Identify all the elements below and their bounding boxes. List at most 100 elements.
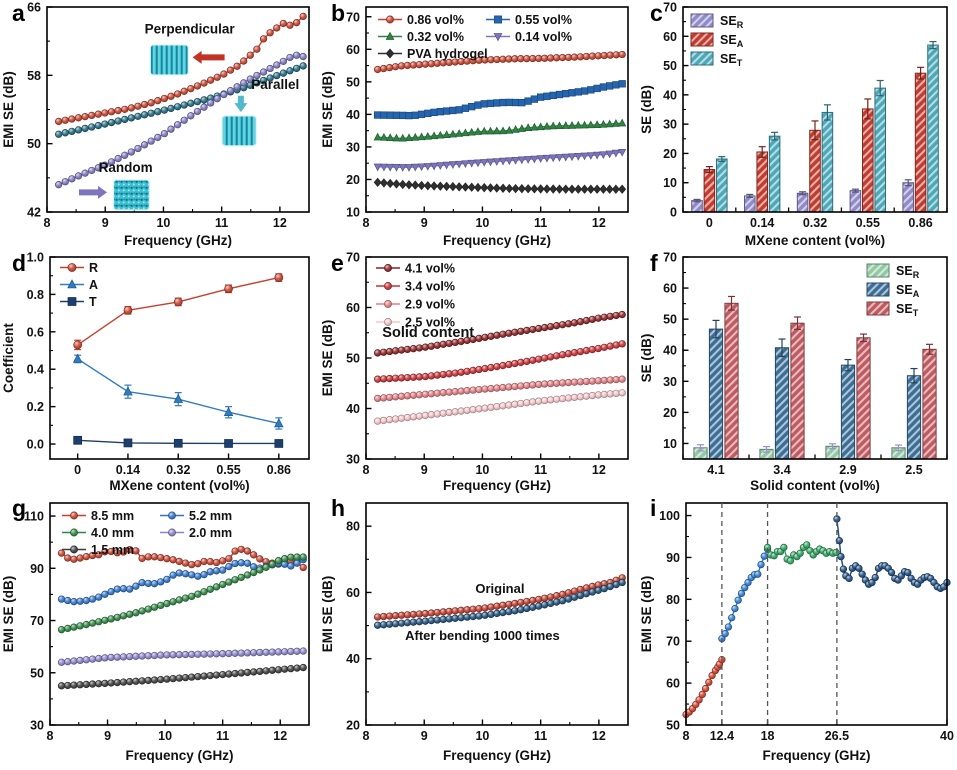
svg-text:9: 9 (102, 216, 109, 230)
svg-text:0.55: 0.55 (856, 216, 880, 230)
svg-text:12.4: 12.4 (710, 729, 734, 743)
panel-label-f: f (650, 250, 658, 276)
svg-text:Frequency (GHz): Frequency (GHz) (762, 748, 870, 763)
svg-text:EMI SE (dB): EMI SE (dB) (639, 576, 654, 653)
svg-text:0.4: 0.4 (27, 363, 44, 377)
svg-text:70: 70 (346, 251, 360, 265)
svg-text:0.32: 0.32 (803, 216, 827, 230)
svg-text:0.8: 0.8 (27, 288, 44, 302)
svg-text:SEA: SEA (896, 283, 920, 299)
svg-text:0.14 vol%: 0.14 vol% (515, 30, 572, 44)
svg-text:30: 30 (346, 453, 360, 467)
svg-text:MXene content (vol%): MXene content (vol%) (745, 233, 885, 248)
svg-text:8: 8 (363, 216, 370, 230)
svg-text:Parallel: Parallel (251, 77, 299, 92)
svg-text:8: 8 (363, 463, 370, 477)
chart-g-emi-se-thickness: 8 9 10 11 12 30 50 70 90 110 8.5 mm 5.2 mm 4.0 mm 2.0… (1, 502, 310, 763)
svg-text:0.14: 0.14 (116, 463, 140, 477)
svg-text:11: 11 (215, 216, 228, 230)
svg-text:SET: SET (896, 302, 919, 318)
svg-text:60: 60 (663, 30, 677, 44)
svg-text:60: 60 (346, 301, 360, 315)
panel-e: e 8 9 10 11 12 30 40 50 60 70 4.1 vol% 3.4 vol% 2.9 … (319, 250, 638, 495)
svg-text:50: 50 (663, 59, 677, 73)
svg-text:0.55 vol%: 0.55 vol% (515, 13, 572, 27)
svg-text:SER: SER (720, 14, 744, 30)
svg-text:30: 30 (346, 140, 360, 154)
svg-text:12: 12 (592, 729, 606, 743)
svg-text:9: 9 (421, 463, 428, 477)
panel-g: g 8 9 10 11 12 30 50 70 90 110 8.5 mm 5.2 mm 4.0 mm 2… (0, 495, 319, 765)
svg-text:20: 20 (346, 719, 360, 733)
svg-text:T: T (89, 295, 97, 309)
panel-label-b: b (331, 0, 346, 26)
svg-text:2.9: 2.9 (839, 463, 856, 477)
svg-text:0.86 vol%: 0.86 vol% (407, 13, 464, 27)
svg-text:EMI SE (dB): EMI SE (dB) (320, 71, 335, 148)
svg-text:3.4: 3.4 (773, 463, 790, 477)
svg-text:8: 8 (683, 729, 690, 743)
svg-text:Random: Random (99, 160, 153, 175)
svg-text:0.32: 0.32 (166, 463, 190, 477)
svg-text:Original: Original (475, 581, 524, 596)
panel-a: a 8 9 10 11 12 42 50 58 66 Perpendicular Parallel R… (0, 0, 319, 250)
svg-text:40: 40 (940, 729, 954, 743)
svg-text:EMI SE (dB): EMI SE (dB) (1, 71, 16, 148)
svg-text:0.55: 0.55 (216, 463, 240, 477)
svg-text:50: 50 (663, 313, 677, 327)
panel-label-c: c (650, 0, 663, 26)
chart-f-se-bars-solid-content: 4.1 3.4 2.9 2.5 10 20 30 40 50 60 70 SER SEA SET Solid… (639, 251, 948, 493)
svg-text:9: 9 (421, 216, 428, 230)
svg-text:After bending 1000 times: After bending 1000 times (405, 628, 560, 643)
svg-text:90: 90 (30, 562, 44, 576)
svg-text:10: 10 (475, 729, 489, 743)
panel-label-i: i (650, 495, 657, 521)
svg-text:42: 42 (27, 206, 41, 220)
svg-text:SE (dB): SE (dB) (639, 85, 654, 134)
svg-text:4.1: 4.1 (707, 463, 724, 477)
svg-text:SEA: SEA (720, 33, 744, 49)
panel-label-e: e (331, 250, 344, 276)
svg-text:EMI SE (dB): EMI SE (dB) (1, 576, 16, 653)
svg-text:0: 0 (670, 206, 677, 220)
svg-text:2.5: 2.5 (905, 463, 922, 477)
svg-text:2.0 mm: 2.0 mm (189, 526, 232, 540)
svg-text:SER: SER (896, 264, 920, 280)
svg-text:0.86: 0.86 (267, 463, 291, 477)
svg-text:0.86: 0.86 (908, 216, 932, 230)
panel-h: h 8 9 10 11 12 20 40 60 80 Original After bending … (319, 495, 638, 765)
svg-text:12: 12 (273, 216, 287, 230)
svg-text:SE (dB): SE (dB) (639, 334, 654, 383)
svg-text:80: 80 (666, 593, 680, 607)
svg-text:9: 9 (421, 729, 428, 743)
svg-text:4.0 mm: 4.0 mm (91, 526, 134, 540)
svg-text:60: 60 (346, 43, 360, 57)
svg-text:70: 70 (30, 614, 44, 628)
svg-text:8: 8 (44, 216, 51, 230)
chart-i-emi-se-broadband: 8 12.4 18 26.5 40 50 60 70 80 90 100 Frequency (GHz… (639, 502, 954, 763)
svg-text:8: 8 (47, 729, 54, 743)
panel-label-h: h (331, 495, 346, 521)
svg-text:70: 70 (346, 10, 360, 24)
svg-text:SET: SET (720, 52, 743, 68)
svg-text:110: 110 (24, 510, 44, 524)
svg-text:60: 60 (663, 282, 677, 296)
panel-b: b 8 9 10 11 12 10 20 30 40 50 60 70 0.86 vol% 0.55 vo… (319, 0, 638, 250)
svg-text:40: 40 (346, 402, 360, 416)
svg-text:40: 40 (663, 88, 677, 102)
svg-text:Perpendicular: Perpendicular (145, 21, 236, 36)
svg-text:8: 8 (363, 729, 370, 743)
svg-text:58: 58 (27, 69, 41, 83)
svg-text:40: 40 (346, 108, 360, 122)
svg-text:70: 70 (666, 635, 680, 649)
chart-d-coefficients: 0 0.14 0.32 0.55 0.86 0.0 0.2 0.4 0.6 0.8 1.0 RAT MX… (1, 251, 310, 493)
svg-text:70: 70 (663, 1, 677, 15)
panel-d: d 0 0.14 0.32 0.55 0.86 0.0 0.2 0.4 0.6 0.8 1.0 R A T… (0, 250, 319, 495)
svg-text:70: 70 (663, 251, 677, 265)
svg-text:50: 50 (346, 352, 360, 366)
panel-label-g: g (12, 495, 27, 521)
svg-text:20: 20 (663, 147, 677, 161)
svg-text:1.5 mm: 1.5 mm (91, 543, 134, 557)
svg-text:40: 40 (663, 344, 677, 358)
